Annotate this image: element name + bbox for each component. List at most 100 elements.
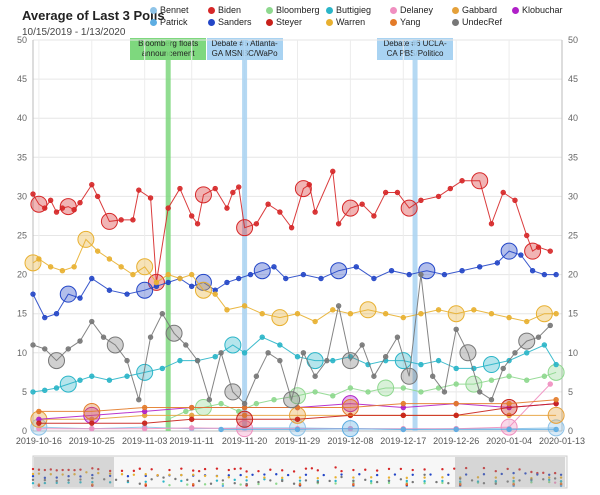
overview-point-warren xyxy=(387,476,391,479)
overview-point-undecref xyxy=(150,478,153,481)
legend-swatch xyxy=(326,18,333,26)
data-point-undecref xyxy=(429,373,436,379)
overview-point-warren xyxy=(476,476,480,479)
legend-item-biden[interactable]: Biden xyxy=(208,5,241,15)
overview-point-warren xyxy=(263,476,266,479)
data-point-sanders xyxy=(224,279,230,286)
data-point-yang xyxy=(36,408,42,415)
overview-point-yang xyxy=(405,482,408,486)
legend-item-bloomberg[interactable]: Bloomberg xyxy=(266,5,320,15)
data-point-biden xyxy=(512,197,518,204)
legend-label: Steyer xyxy=(276,17,303,27)
overview-point-undecref xyxy=(352,479,355,483)
overview-point-bloomberg xyxy=(370,482,373,485)
data-point-biden xyxy=(77,199,83,206)
overview-point-biden xyxy=(411,468,414,472)
legend-item-gabbard[interactable]: Gabbard xyxy=(452,5,497,15)
data-point-undecref xyxy=(453,326,459,333)
legend-item-steyer[interactable]: Steyer xyxy=(266,17,302,27)
legend-swatch xyxy=(390,18,397,26)
x-tick-label: 2019-11-03 xyxy=(122,436,167,446)
data-point-undecref xyxy=(100,334,107,340)
y-tick-label-left: 15 xyxy=(17,309,27,319)
overview-point-bloomberg xyxy=(423,482,426,485)
data-point-undecref xyxy=(159,311,166,317)
y-tick-label-right: 50 xyxy=(568,35,578,45)
data-point-biden xyxy=(130,217,136,223)
legend-item-warren[interactable]: Warren xyxy=(326,17,365,27)
x-tick-label: 2019-12-26 xyxy=(433,436,479,446)
data-point-buttigieg xyxy=(418,361,424,368)
data-point-warren xyxy=(271,309,289,327)
data-point-undecref xyxy=(224,383,242,401)
overview-point-undecref xyxy=(269,479,272,482)
legend-item-patrick[interactable]: Patrick xyxy=(150,17,188,27)
overview-point-undecref xyxy=(186,478,189,482)
data-point-warren xyxy=(524,318,530,325)
data-point-sanders xyxy=(165,279,171,286)
data-point-undecref xyxy=(30,342,36,348)
overview-point-biden xyxy=(530,470,533,474)
data-point-biden xyxy=(459,178,465,184)
data-point-sanders xyxy=(529,267,536,274)
data-point-warren xyxy=(471,307,477,313)
data-point-bloomberg xyxy=(183,408,189,415)
overview-point-yang xyxy=(352,483,355,486)
data-point-sanders xyxy=(89,275,95,282)
overview-point-undecref xyxy=(197,479,201,483)
overview-point-sanders xyxy=(512,471,515,475)
overview-point-biden xyxy=(203,467,207,471)
overview-point-sanders xyxy=(524,472,527,475)
data-point-undecref xyxy=(500,365,506,372)
legend-item-yang[interactable]: Yang xyxy=(390,17,420,27)
overview-point-biden xyxy=(304,467,308,470)
y-tick-label-right: 20 xyxy=(568,270,578,280)
overview-point-biden xyxy=(269,468,272,471)
overview-point-sanders xyxy=(79,475,82,478)
overview-point-warren xyxy=(203,474,207,478)
overview-point-biden xyxy=(292,470,296,473)
overview-point-undecref xyxy=(245,482,248,486)
overview-point-yang xyxy=(91,483,94,486)
data-point-undecref xyxy=(124,357,130,364)
overview-point-biden xyxy=(518,468,521,471)
data-point-sanders xyxy=(477,264,483,270)
legend-item-undecref[interactable]: UndecRef xyxy=(452,17,502,27)
overview-point-bloomberg xyxy=(239,483,242,486)
data-point-biden xyxy=(341,199,359,217)
data-point-warren xyxy=(106,256,113,262)
data-point-undecref xyxy=(253,373,260,379)
data-point-warren xyxy=(59,267,66,274)
legend-item-buttigieg[interactable]: Buttigieg xyxy=(326,5,371,15)
overview-point-undecref xyxy=(423,473,426,476)
y-tick-label-right: 30 xyxy=(568,191,578,201)
legend-item-sanders[interactable]: Sanders xyxy=(208,17,252,27)
data-point-undecref xyxy=(418,271,424,278)
data-point-patrick xyxy=(218,426,224,433)
overview-point-buttigieg xyxy=(215,479,219,482)
overview-point-delaney xyxy=(553,481,557,484)
overview-point-patrick xyxy=(559,484,563,488)
data-point-biden xyxy=(136,187,142,193)
overview-point-warren xyxy=(281,476,284,480)
overview-point-buttigieg xyxy=(55,481,58,485)
data-point-biden xyxy=(400,199,418,217)
legend-item-bennet[interactable]: Bennet xyxy=(150,5,189,15)
data-point-undecref xyxy=(42,346,48,352)
legend-item-klobuchar[interactable]: Klobuchar xyxy=(512,5,563,15)
data-point-biden xyxy=(100,212,118,230)
legend-swatch xyxy=(452,18,459,26)
data-point-undecref xyxy=(206,397,213,403)
overview-point-warren xyxy=(316,476,319,480)
overview-point-yang xyxy=(37,483,41,486)
data-point-yang xyxy=(189,404,195,411)
data-point-sanders xyxy=(53,311,60,317)
data-point-bloomberg xyxy=(506,373,512,379)
data-point-biden xyxy=(335,221,342,227)
data-point-undecref xyxy=(441,389,448,395)
legend-item-delaney[interactable]: Delaney xyxy=(390,5,433,15)
data-point-warren xyxy=(36,256,42,262)
overview-point-warren xyxy=(132,473,136,476)
overview-point-warren xyxy=(37,472,41,475)
data-point-gabbard xyxy=(547,406,565,424)
